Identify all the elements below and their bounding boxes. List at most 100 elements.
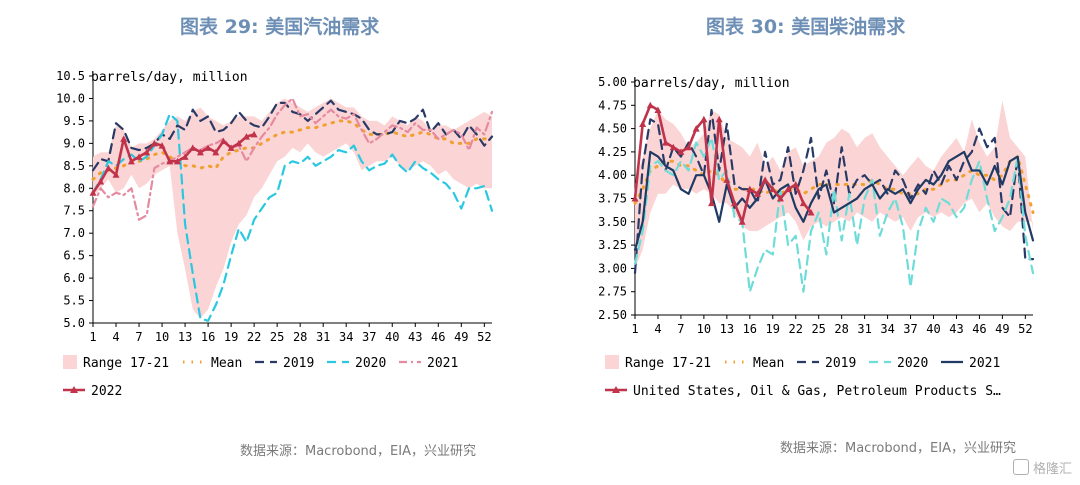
- series-marker: [799, 199, 807, 207]
- x-tick-label: 7: [677, 322, 684, 336]
- series-marker: [219, 137, 227, 145]
- watermark-text: 格隆汇: [1032, 462, 1072, 477]
- series-marker: [662, 139, 670, 146]
- series-marker: [189, 144, 197, 151]
- series-marker: [158, 142, 166, 149]
- series-marker: [112, 171, 120, 178]
- x-tick-label: 13: [720, 322, 734, 336]
- x-tick-label: 4: [654, 322, 661, 336]
- legend-marker: [612, 386, 620, 393]
- series-line-2022: [91, 133, 256, 195]
- x-tick-label: 16: [743, 322, 757, 336]
- series-marker: [646, 101, 654, 109]
- chart-29-gasoline-demand: barrels/day, million 10.5 10.0 9.5 9.0 8.5 8.0…: [56, 69, 494, 399]
- y-tick-label: 6.0: [63, 271, 85, 285]
- legend-label: Range 17-21: [625, 356, 711, 371]
- y-tick-label: 9.5: [63, 114, 85, 128]
- series-marker: [769, 185, 777, 193]
- series-marker: [250, 130, 258, 138]
- chart-30-source: 数据来源：Macrobond，EIA，兴业研究: [780, 441, 1016, 456]
- series-marker: [753, 190, 761, 197]
- x-tick-label: 25: [811, 322, 825, 336]
- x-tick-label: 49: [995, 322, 1009, 336]
- x-tick-label: 19: [766, 322, 780, 336]
- x-tick-label: 7: [135, 330, 142, 344]
- legend-label: 2022: [91, 384, 122, 399]
- x-tick-label: 46: [972, 322, 986, 336]
- y-tick-label: 7.0: [63, 226, 85, 240]
- y-tick-label: 5.0: [63, 316, 85, 330]
- x-tick-label: 37: [362, 330, 376, 344]
- x-tick-label: 43: [408, 330, 422, 344]
- x-tick-label: 34: [339, 330, 353, 344]
- x-tick-label: 10: [155, 330, 169, 344]
- series-marker: [685, 143, 693, 151]
- x-tick-label: 28: [293, 330, 307, 344]
- series-line-mean: [91, 119, 494, 181]
- series-marker: [639, 120, 647, 127]
- x-tick-label: 10: [697, 322, 711, 336]
- y-tick-label: 8.5: [63, 159, 85, 173]
- series-line-2021: [633, 150, 1035, 251]
- legend-label: 2019: [825, 356, 856, 371]
- series-marker: [97, 178, 105, 185]
- series-marker: [723, 176, 731, 183]
- series-marker: [761, 176, 769, 183]
- series-marker: [196, 148, 204, 156]
- unit-label: barrels/day, million: [91, 70, 248, 85]
- series-marker: [173, 157, 181, 165]
- y-tick-label: 4.50: [598, 122, 627, 136]
- series-marker: [135, 153, 143, 160]
- y-tick-label: 10.0: [56, 91, 85, 105]
- y-tick-label: 2.50: [598, 308, 627, 322]
- legend-marker: [70, 386, 78, 393]
- series-line-2020: [633, 136, 1035, 293]
- legend-label: 2020: [897, 356, 928, 371]
- series-marker: [89, 189, 97, 196]
- series-marker: [746, 185, 754, 193]
- x-tick-label: 25: [270, 330, 284, 344]
- y-tick-label: 5.5: [63, 294, 85, 308]
- chart-30-title: 图表 30: 美国柴油需求: [706, 16, 906, 38]
- series-marker: [677, 148, 685, 155]
- series-marker: [784, 185, 792, 193]
- x-tick-label: 40: [385, 330, 399, 344]
- series-marker: [669, 143, 677, 151]
- y-tick-label: 4.75: [598, 98, 627, 112]
- legend-label: Mean: [211, 356, 242, 371]
- x-tick-label: 4: [112, 330, 119, 344]
- unit-label: barrels/day, million: [633, 76, 790, 91]
- series-marker: [776, 195, 784, 202]
- x-tick-label: 16: [201, 330, 215, 344]
- chart-30-diesel-demand: barrels/day, million 5.00 4.75 4.50 4.25 4.00…: [598, 75, 1035, 399]
- legend-label: 2021: [969, 356, 1000, 371]
- y-tick-label: 3.25: [598, 238, 627, 252]
- series-marker: [654, 106, 662, 113]
- legend-label: 2020: [355, 356, 386, 371]
- x-tick-label: 1: [89, 330, 96, 344]
- x-tick-label: 22: [247, 330, 261, 344]
- series-marker: [792, 181, 800, 188]
- legend-label: United States, Oil & Gas, Petroleum Prod…: [633, 384, 1001, 399]
- series-marker: [700, 115, 708, 123]
- x-tick-label: 46: [431, 330, 445, 344]
- series-line-2020: [91, 113, 494, 322]
- range-band-area: [93, 98, 492, 319]
- series-marker: [166, 157, 174, 165]
- x-tick-label: 31: [316, 330, 330, 344]
- y-tick-label: 7.5: [63, 204, 85, 218]
- range-band-area: [635, 100, 1033, 269]
- series-marker: [181, 153, 189, 160]
- legend-swatch-range: [605, 355, 619, 369]
- legend-label: 2019: [283, 356, 314, 371]
- series-line-2021: [91, 97, 494, 221]
- watermark-logo: 格隆汇: [1012, 458, 1072, 477]
- series-marker: [738, 218, 746, 225]
- x-tick-label: 43: [949, 322, 963, 336]
- watermark-icon: [1012, 459, 1029, 475]
- series-line-united-states-oil-gas-petroleum-products-s: [633, 104, 813, 224]
- series-line-mean: [633, 155, 1035, 214]
- x-tick-label: 34: [880, 322, 894, 336]
- x-tick-label: 31: [857, 322, 871, 336]
- series-marker: [120, 135, 128, 142]
